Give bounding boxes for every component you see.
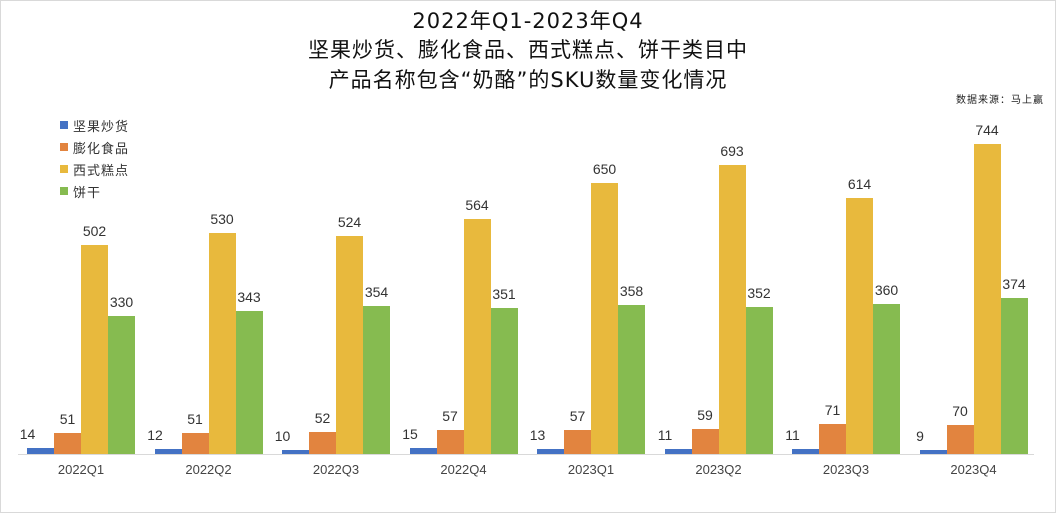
bar xyxy=(54,433,81,454)
legend-item-biscuit: 饼干 xyxy=(60,180,129,202)
bar xyxy=(564,430,591,454)
bar xyxy=(664,449,692,454)
data-label: 14 xyxy=(19,426,36,442)
legend: 坚果炒货 膨化食品 西式糕点 饼干 xyxy=(60,114,129,202)
data-label: 57 xyxy=(569,408,586,424)
bar xyxy=(27,448,54,454)
bar xyxy=(108,316,135,454)
data-label: 352 xyxy=(747,285,771,301)
chart-subtitle-line1: 坚果炒货、膨化食品、西式糕点、饼干类目中 xyxy=(308,38,748,62)
chart-subtitle-line2: 产品名称包含“奶酪”的SKU数量变化情况 xyxy=(328,68,728,92)
bar xyxy=(718,165,746,454)
legend-swatch-icon xyxy=(60,187,68,195)
bar xyxy=(946,425,974,454)
x-axis-line xyxy=(18,454,1034,455)
bar xyxy=(235,311,263,454)
data-label: 71 xyxy=(824,402,841,418)
data-label: 13 xyxy=(529,427,546,443)
data-label: 614 xyxy=(847,176,872,192)
bar xyxy=(436,430,464,454)
bar xyxy=(336,236,363,454)
bar xyxy=(745,307,773,454)
legend-label: 西式糕点 xyxy=(73,163,130,179)
data-label: 650 xyxy=(592,161,617,177)
x-axis-category-label: 2022Q1 xyxy=(57,462,105,477)
bar xyxy=(208,233,236,454)
data-label: 51 xyxy=(59,411,76,427)
data-label: 330 xyxy=(109,294,134,310)
x-axis-category-label: 2023Q4 xyxy=(950,462,997,477)
bar xyxy=(309,432,336,454)
x-axis-category-label: 2023Q3 xyxy=(822,462,870,477)
data-label: 10 xyxy=(274,428,291,444)
data-label: 15 xyxy=(402,426,418,442)
bar xyxy=(181,433,209,454)
bar xyxy=(691,429,719,454)
bar xyxy=(1000,298,1028,454)
legend-swatch-icon xyxy=(60,143,68,151)
data-label: 502 xyxy=(82,223,107,239)
x-axis-category-label: 2022Q3 xyxy=(312,462,360,477)
data-label: 12 xyxy=(147,427,163,443)
bar xyxy=(792,449,819,454)
x-axis-category-label: 2022Q4 xyxy=(440,462,487,477)
bar xyxy=(154,449,182,454)
legend-item-pastry: 西式糕点 xyxy=(60,158,129,180)
bar xyxy=(973,144,1001,454)
data-label: 744 xyxy=(975,122,999,138)
legend-swatch-icon xyxy=(60,165,68,173)
data-label: 9 xyxy=(916,428,924,444)
bar xyxy=(490,308,518,454)
data-label: 374 xyxy=(1002,276,1026,292)
chart-title: 2022年Q1-2023年Q4 xyxy=(412,9,644,33)
legend-label: 膨化食品 xyxy=(73,141,130,157)
data-label: 70 xyxy=(952,403,968,419)
data-label: 360 xyxy=(874,282,899,298)
data-label: 51 xyxy=(187,411,203,427)
legend-label: 饼干 xyxy=(73,185,102,201)
data-label: 564 xyxy=(465,197,489,213)
data-label: 351 xyxy=(492,286,516,302)
data-label: 693 xyxy=(720,143,744,159)
data-label: 52 xyxy=(314,410,331,426)
legend-item-nuts: 坚果炒货 xyxy=(60,114,129,136)
data-label: 11 xyxy=(657,427,673,443)
data-label: 358 xyxy=(619,283,644,299)
data-source-note: 数据来源：马上赢 xyxy=(956,95,1044,106)
legend-label: 坚果炒货 xyxy=(73,119,130,135)
bar xyxy=(591,183,618,454)
data-label: 11 xyxy=(785,427,800,443)
data-label: 57 xyxy=(442,408,458,424)
bar xyxy=(282,450,309,454)
x-axis-category-label: 2022Q2 xyxy=(185,462,232,477)
bar xyxy=(873,304,900,454)
bar xyxy=(618,305,645,454)
bar xyxy=(81,245,108,454)
x-axis-category-label: 2023Q2 xyxy=(695,462,742,477)
bar xyxy=(463,219,491,454)
legend-item-puffed: 膨化食品 xyxy=(60,136,129,158)
data-label: 59 xyxy=(697,407,713,423)
bar xyxy=(537,449,564,454)
bar xyxy=(919,450,947,454)
data-label: 530 xyxy=(210,211,234,227)
bar xyxy=(363,306,390,454)
data-label: 354 xyxy=(364,284,389,300)
bar xyxy=(846,198,873,454)
x-axis-category-label: 2023Q1 xyxy=(567,462,615,477)
data-label: 343 xyxy=(237,289,261,305)
data-label: 524 xyxy=(337,214,362,230)
bar xyxy=(819,424,846,454)
legend-swatch-icon xyxy=(60,121,68,129)
bar xyxy=(409,448,437,454)
